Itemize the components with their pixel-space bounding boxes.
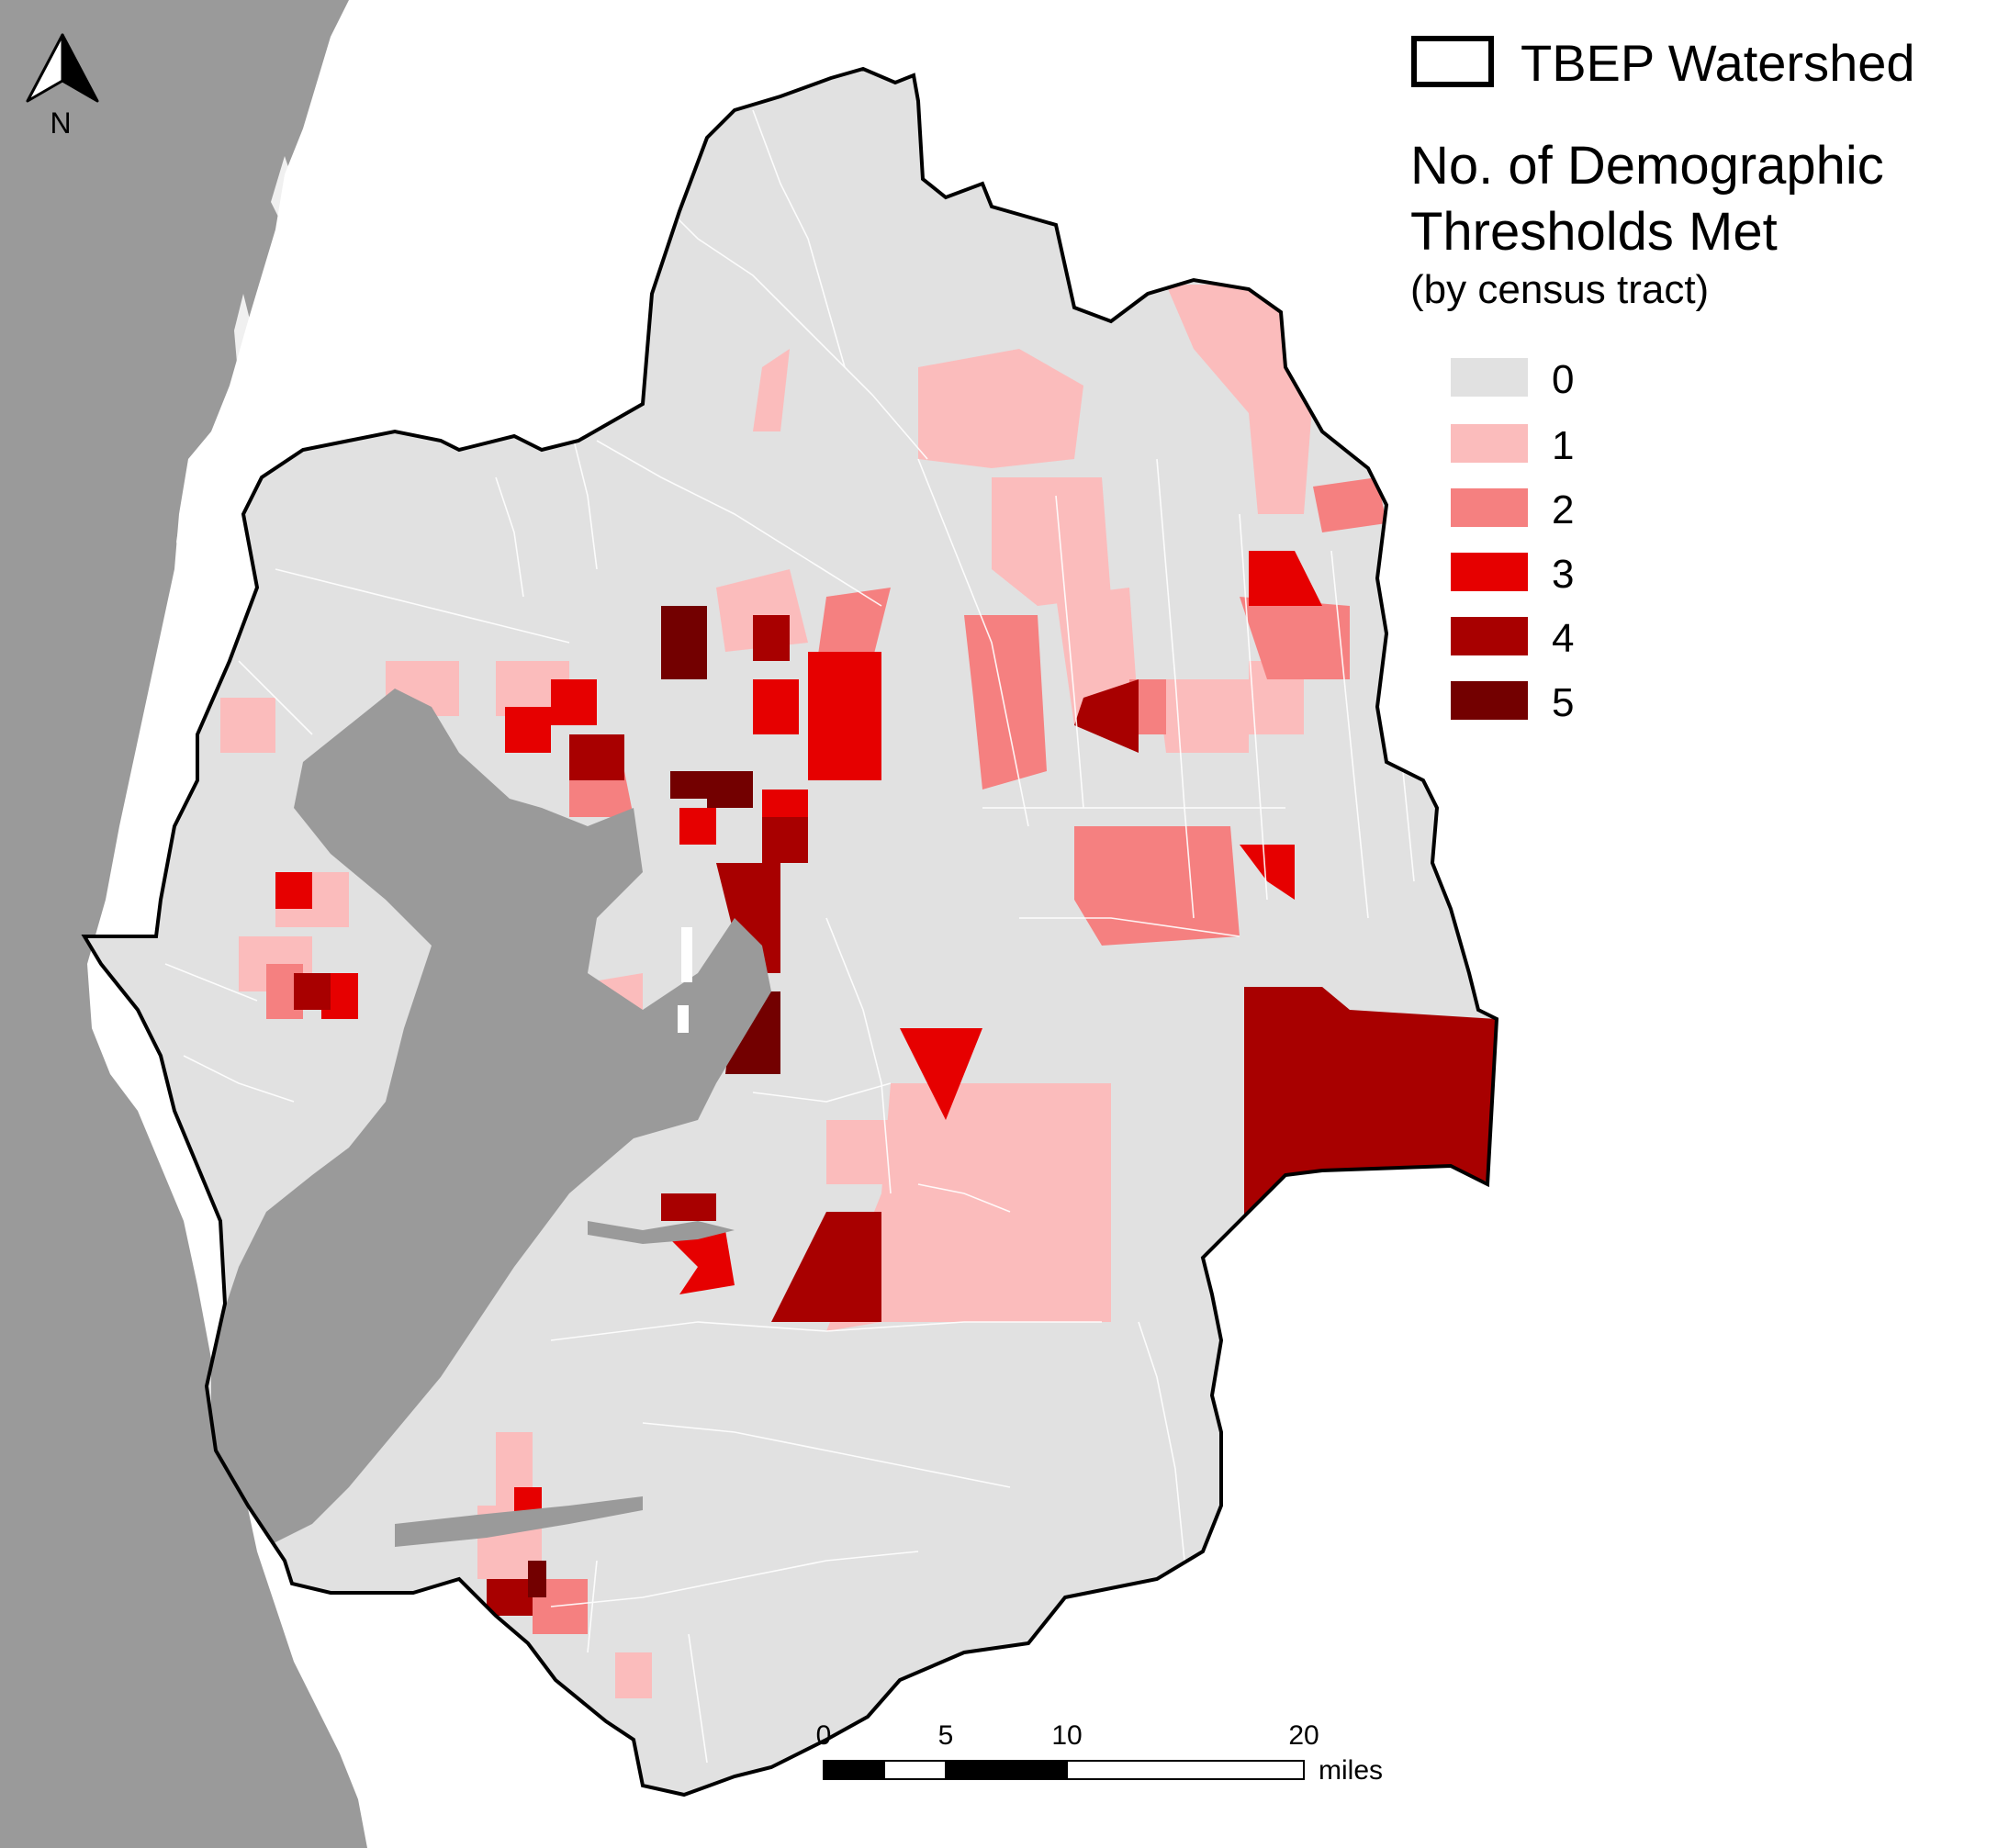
scale-segment-1 xyxy=(823,1760,885,1780)
legend-label-3: 3 xyxy=(1552,552,1574,597)
legend-swatch-0 xyxy=(1451,358,1528,397)
legend-swatch-5 xyxy=(1451,681,1528,720)
scale-segment-3 xyxy=(945,1760,1068,1780)
north-arrow-right-half xyxy=(61,33,99,103)
scale-bar: 0 5 10 20 miles xyxy=(816,1720,1383,1786)
scale-tick-label-10: 10 xyxy=(1051,1720,1082,1751)
scale-tick-label-5: 5 xyxy=(938,1720,954,1751)
north-arrow: N xyxy=(26,33,99,140)
legend-subtitle: (by census tract) xyxy=(1410,267,1709,312)
tract-lines xyxy=(164,109,1415,1764)
scale-tick-label-0: 0 xyxy=(816,1720,832,1751)
scale-tick-label-20: 20 xyxy=(1288,1720,1319,1751)
legend-label-1: 1 xyxy=(1552,423,1574,468)
gulf-coast-land xyxy=(0,0,367,1848)
bay-island-1 xyxy=(681,927,692,982)
tracts-class-3 xyxy=(275,551,1322,1524)
tracts-class-4 xyxy=(294,615,1497,1616)
legend-title-line1: No. of Demographic xyxy=(1410,136,1884,196)
legend-label-5: 5 xyxy=(1552,680,1574,725)
legend-classes: 0 1 2 3 4 5 xyxy=(1451,357,1574,725)
manatee-river xyxy=(395,1496,643,1547)
north-label: N xyxy=(50,106,71,140)
scale-segment-4 xyxy=(1066,1760,1305,1780)
legend-swatch-2 xyxy=(1451,488,1528,527)
scale-unit: miles xyxy=(1319,1755,1383,1786)
bay-island-2 xyxy=(678,1005,689,1033)
legend-swatch-3 xyxy=(1451,553,1528,591)
legend: TBEP Watershed No. of Demographic Thresh… xyxy=(1410,34,1915,725)
scale-segment-2 xyxy=(883,1760,947,1780)
tampa-bay xyxy=(211,689,771,1561)
alafia-river xyxy=(588,1221,735,1244)
legend-swatch-1 xyxy=(1451,424,1528,463)
legend-boundary-swatch xyxy=(1411,36,1494,87)
legend-swatch-4 xyxy=(1451,617,1528,655)
legend-label-4: 4 xyxy=(1552,616,1574,661)
legend-label-2: 2 xyxy=(1552,487,1574,532)
legend-label-0: 0 xyxy=(1552,357,1574,402)
legend-boundary-label: TBEP Watershed xyxy=(1521,34,1915,92)
legend-title-line2: Thresholds Met xyxy=(1410,202,1778,262)
